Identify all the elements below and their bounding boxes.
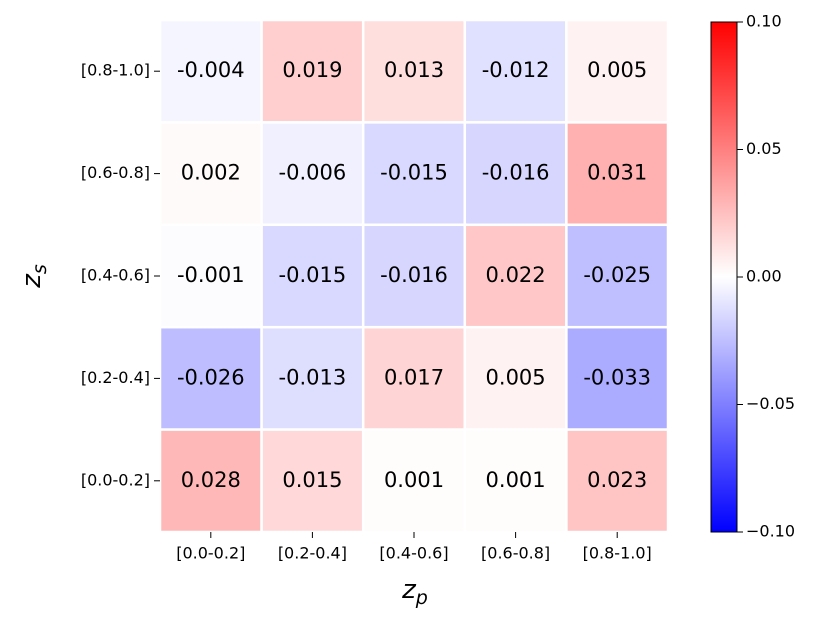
cell-value: 0.013 — [384, 58, 444, 82]
cell-value: 0.028 — [181, 468, 241, 492]
y-label-subscript: s — [29, 264, 51, 274]
cell-value: 0.031 — [587, 161, 647, 185]
x-label-text: z — [401, 575, 417, 605]
cell-value: 0.001 — [384, 468, 444, 492]
cell-value: -0.004 — [177, 58, 245, 82]
heatmap-cell — [158, 428, 263, 534]
cell-value: 0.019 — [282, 58, 342, 82]
heatmap-cell — [463, 223, 568, 329]
heatmap-cell — [463, 325, 568, 431]
y-tick-label: [0.4-0.6] — [81, 266, 150, 285]
heatmap-cell — [361, 325, 467, 431]
colorbar-tick-label: −0.05 — [746, 394, 795, 413]
cell-value: -0.012 — [482, 58, 550, 82]
cell-value: 0.023 — [587, 468, 647, 492]
cell-value: 0.022 — [486, 263, 546, 287]
colorbar-tick-label: 0.10 — [746, 12, 782, 31]
x-tick-label: [0.6-0.8] — [481, 544, 550, 563]
y-tick-label: [0.2-0.4] — [81, 368, 150, 387]
heatmap-cell — [565, 121, 670, 227]
y-tick-label: [0.0-0.2] — [81, 470, 150, 489]
x-axis-label: zp — [401, 575, 428, 609]
cell-value: 0.002 — [181, 161, 241, 185]
cell-value: -0.016 — [380, 263, 448, 287]
x-tick-label: [0.0-0.2] — [176, 544, 245, 563]
cell-value: 0.017 — [384, 365, 444, 389]
x-tick-label: [0.8-1.0] — [583, 544, 652, 563]
colorbar — [710, 21, 738, 533]
x-tick-label: [0.4-0.6] — [379, 544, 448, 563]
cell-value: -0.016 — [482, 161, 550, 185]
cell-value: 0.005 — [486, 365, 546, 389]
x-tick-label: [0.2-0.4] — [278, 544, 347, 563]
cell-value: 0.015 — [282, 468, 342, 492]
cell-value: 0.001 — [486, 468, 546, 492]
y-axis-label: zs — [17, 264, 51, 289]
cell-value: -0.033 — [583, 365, 651, 389]
cell-value: -0.025 — [583, 263, 651, 287]
y-tick-label: [0.6-0.8] — [81, 163, 150, 182]
x-label-subscript: p — [415, 587, 428, 609]
colorbar-tick-label: 0.05 — [746, 139, 782, 158]
heatmap-cell — [260, 18, 365, 124]
heatmap-cell — [260, 223, 365, 329]
cell-value: -0.015 — [279, 263, 347, 287]
heatmap-cell — [361, 428, 467, 534]
colorbar-tick-label: 0.00 — [746, 267, 782, 286]
heatmap-cell — [260, 428, 365, 534]
y-tick-label: [0.8-1.0] — [81, 61, 150, 80]
cell-value: -0.013 — [279, 365, 347, 389]
colorbar-tick-label: −0.10 — [746, 522, 795, 541]
cell-value: 0.005 — [587, 58, 647, 82]
cell-value: -0.001 — [177, 263, 245, 287]
heatmap-cell — [361, 121, 467, 227]
cell-value: -0.026 — [177, 365, 245, 389]
cell-value: -0.015 — [380, 161, 448, 185]
heatmap-cell — [565, 325, 670, 431]
heatmap-cell — [260, 325, 365, 431]
cell-value: -0.006 — [279, 161, 347, 185]
y-label-text: z — [17, 273, 47, 289]
